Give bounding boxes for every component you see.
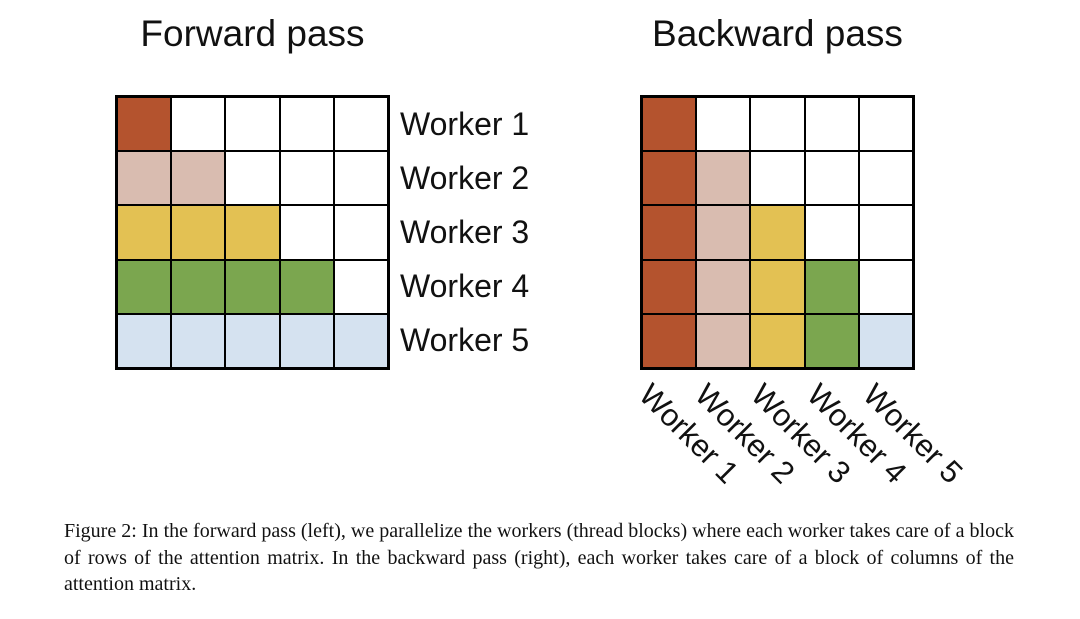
worker-row-label: Worker 3 xyxy=(400,213,530,250)
grid-cell xyxy=(279,259,334,314)
grid-cell xyxy=(279,97,334,152)
grid-cell xyxy=(333,259,388,314)
grid-cell xyxy=(225,259,280,314)
grid-cell xyxy=(117,313,172,368)
grid-cell xyxy=(858,259,913,314)
grid-cell xyxy=(642,313,697,368)
grid-cell xyxy=(333,97,388,152)
grid-cell xyxy=(117,151,172,206)
grid-cell xyxy=(696,151,751,206)
grid-cell xyxy=(279,151,334,206)
grid-cell xyxy=(642,259,697,314)
grid-cell xyxy=(171,313,226,368)
forward-pass-title: Forward pass xyxy=(140,13,365,54)
grid-cell xyxy=(171,151,226,206)
grid-cell xyxy=(279,205,334,260)
grid-cell xyxy=(750,97,805,152)
worker-row-label: Worker 4 xyxy=(400,268,530,305)
grid-cell xyxy=(642,205,697,260)
grid-cell xyxy=(333,205,388,260)
grid-cell xyxy=(750,151,805,206)
grid-cell xyxy=(225,205,280,260)
forward-worker-labels: Worker 1 Worker 2 Worker 3 Worker 4 Work… xyxy=(400,97,529,368)
figure-caption: Figure 2: In the forward pass (left), we… xyxy=(64,520,1014,595)
grid-cell xyxy=(642,97,697,152)
grid-cell xyxy=(696,205,751,260)
grid-cell xyxy=(279,313,334,368)
grid-cell xyxy=(750,205,805,260)
grid-cell xyxy=(696,313,751,368)
grid-cell xyxy=(750,313,805,368)
grid-cell xyxy=(642,151,697,206)
grid-cell xyxy=(117,205,172,260)
grid-cell xyxy=(696,97,751,152)
grid-cell xyxy=(750,259,805,314)
grid-cell xyxy=(171,97,226,152)
grid-cell xyxy=(858,313,913,368)
forward-attention-grid xyxy=(115,95,390,370)
grid-cell xyxy=(117,97,172,152)
backward-pass-title: Backward pass xyxy=(652,13,903,54)
grid-cell xyxy=(804,151,859,206)
grid-cell xyxy=(333,151,388,206)
grid-cell xyxy=(858,205,913,260)
grid-cell xyxy=(804,259,859,314)
worker-row-label: Worker 5 xyxy=(400,322,530,359)
grid-cell xyxy=(171,205,226,260)
grid-cell xyxy=(171,259,226,314)
grid-cell xyxy=(858,97,913,152)
grid-cell xyxy=(804,313,859,368)
grid-cell xyxy=(804,205,859,260)
grid-cell xyxy=(225,313,280,368)
grid-cell xyxy=(804,97,859,152)
grid-cell xyxy=(858,151,913,206)
worker-row-label: Worker 1 xyxy=(400,105,530,142)
grid-cell xyxy=(696,259,751,314)
grid-cell xyxy=(333,313,388,368)
backward-attention-grid xyxy=(640,95,915,370)
grid-cell xyxy=(117,259,172,314)
grid-cell xyxy=(225,97,280,152)
worker-row-label: Worker 2 xyxy=(400,159,530,196)
grid-cell xyxy=(225,151,280,206)
